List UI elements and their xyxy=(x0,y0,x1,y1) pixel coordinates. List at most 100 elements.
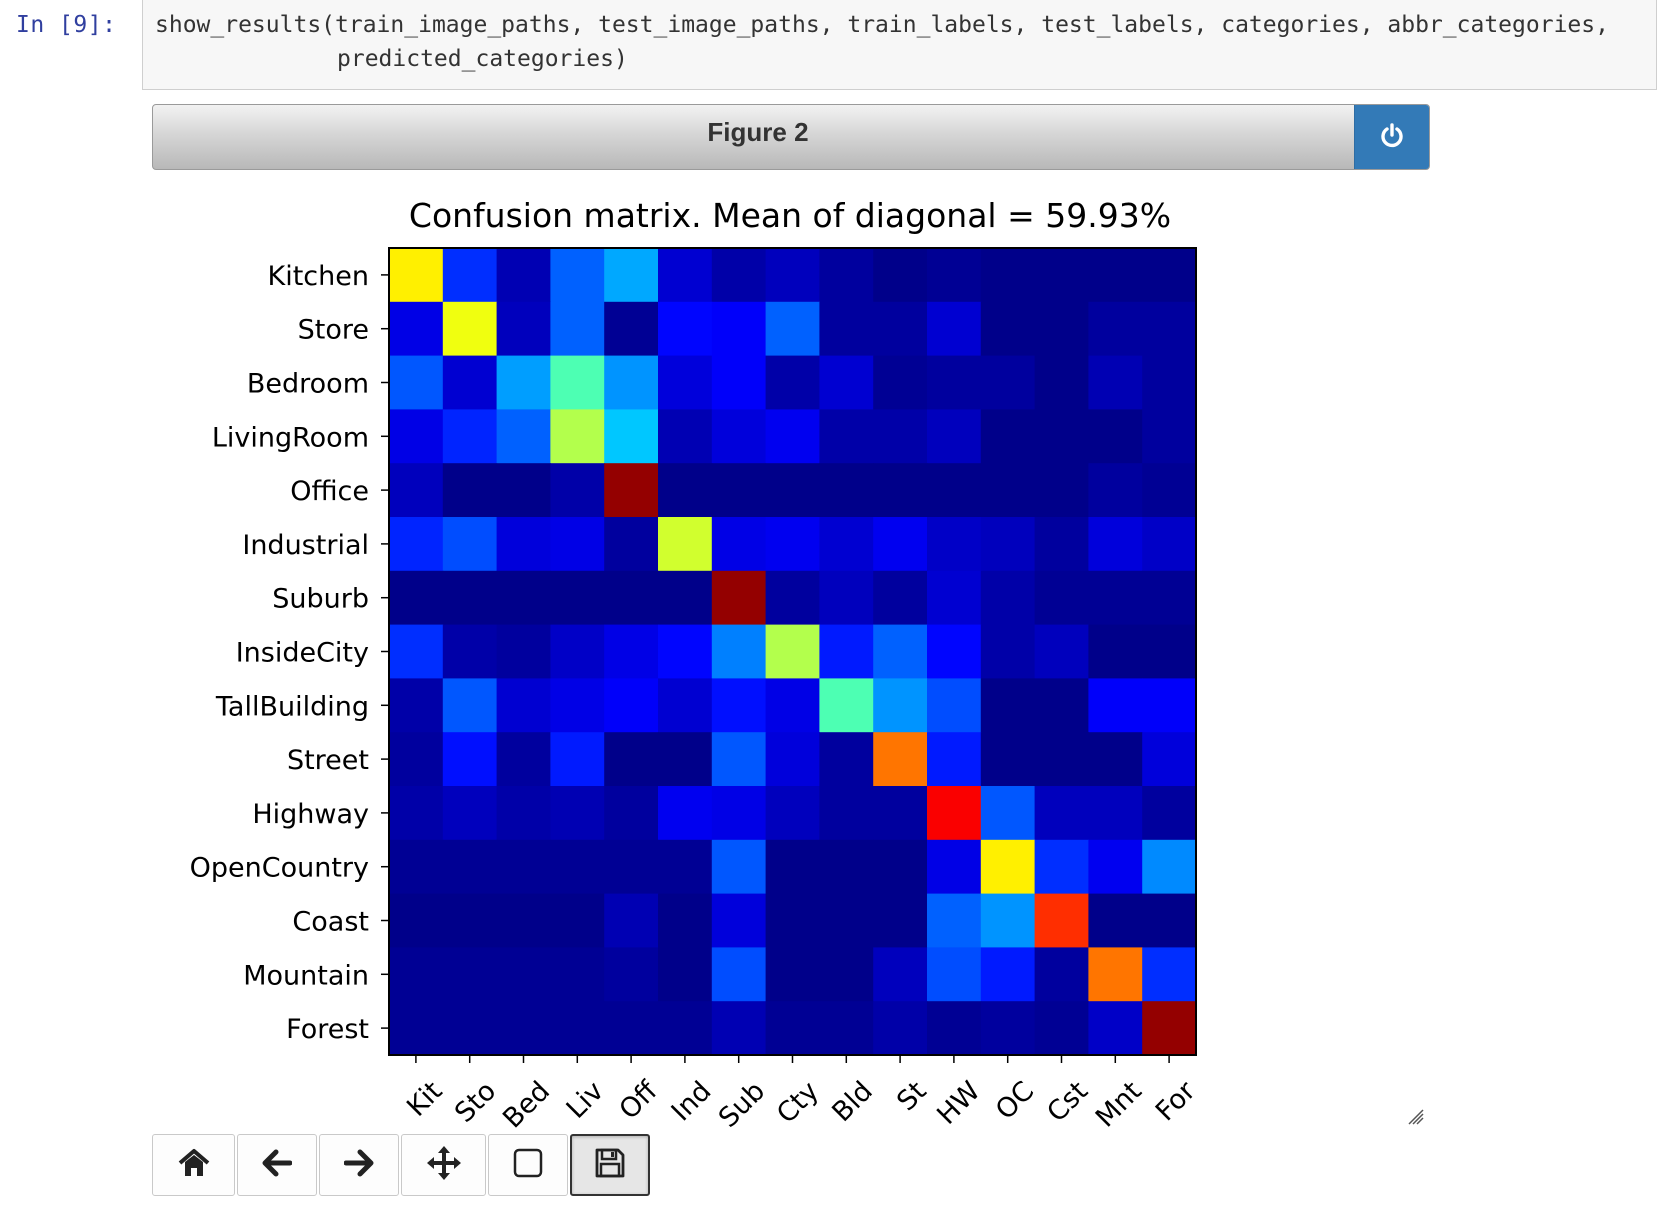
heatmap-cell-4-6 xyxy=(711,463,767,518)
heatmap-cell-9-12 xyxy=(1034,732,1089,787)
x-tick-label: Sto xyxy=(449,1076,502,1129)
heatmap-cell-4-13 xyxy=(1088,463,1143,518)
back-button[interactable] xyxy=(237,1134,317,1196)
figure-resize-handle[interactable] xyxy=(1405,1106,1425,1126)
x-tick-label: St xyxy=(891,1076,933,1118)
heatmap-cell-1-8 xyxy=(819,301,874,357)
heatmap-cell-5-5 xyxy=(658,517,713,572)
heatmap-cell-11-2 xyxy=(496,839,551,895)
heatmap-cell-9-11 xyxy=(980,732,1036,787)
code-line-2: predicted_categories) xyxy=(337,46,628,72)
y-tick-label: Office xyxy=(290,476,369,507)
x-tick-label: Bed xyxy=(497,1076,556,1135)
heatmap-cell-8-0 xyxy=(389,678,444,733)
heatmap-cell-13-1 xyxy=(442,947,498,1002)
heatmap-cell-14-13 xyxy=(1088,1001,1143,1056)
x-tick-label: OC xyxy=(990,1076,1040,1126)
heatmap-cell-13-2 xyxy=(496,947,551,1002)
pan-button[interactable] xyxy=(401,1134,486,1196)
heatmap-cell-13-12 xyxy=(1034,947,1089,1002)
cell-prompt: In [9]: xyxy=(16,12,117,38)
heatmap-cell-1-9 xyxy=(873,301,928,357)
heatmap-cell-2-4 xyxy=(604,355,659,410)
x-tick-label: Kit xyxy=(401,1076,448,1123)
heatmap-cell-11-10 xyxy=(927,839,982,895)
forward-button[interactable] xyxy=(319,1134,399,1196)
heatmap-cell-6-4 xyxy=(604,570,659,626)
heatmap-cell-3-13 xyxy=(1088,409,1143,464)
heatmap-cell-14-4 xyxy=(604,1001,659,1056)
heatmap-cell-10-13 xyxy=(1088,786,1143,841)
heatmap-cell-14-1 xyxy=(442,1001,498,1056)
heatmap-cell-3-14 xyxy=(1142,409,1197,464)
heatmap-cell-13-5 xyxy=(658,947,713,1002)
heatmap-cell-7-9 xyxy=(873,624,928,679)
heatmap-cell-8-1 xyxy=(442,678,498,733)
heatmap-cell-2-7 xyxy=(765,355,820,410)
heatmap-cell-13-13 xyxy=(1088,947,1143,1002)
heatmap-cell-11-7 xyxy=(765,839,820,895)
y-tick-label: Street xyxy=(287,745,369,776)
heatmap-cell-14-7 xyxy=(765,1001,820,1056)
floppy-disk-icon xyxy=(594,1147,626,1183)
close-figure-button[interactable] xyxy=(1354,105,1429,169)
heatmap-cell-10-3 xyxy=(550,786,605,841)
heatmap-cell-6-1 xyxy=(442,570,498,626)
heatmap-cell-11-1 xyxy=(442,839,498,895)
save-button[interactable] xyxy=(570,1134,650,1196)
zoom-rect-button[interactable] xyxy=(488,1134,568,1196)
heatmap-cell-13-11 xyxy=(980,947,1036,1002)
heatmap-cell-14-8 xyxy=(819,1001,874,1056)
heatmap-cell-11-3 xyxy=(550,839,605,895)
heatmap-cell-1-12 xyxy=(1034,301,1089,357)
heatmap-cell-13-7 xyxy=(765,947,820,1002)
heatmap-cell-8-13 xyxy=(1088,678,1143,733)
heatmap-cell-5-11 xyxy=(980,517,1036,572)
heatmap-cell-6-8 xyxy=(819,570,874,626)
heatmap-cell-12-5 xyxy=(658,893,713,948)
heatmap-cell-11-6 xyxy=(711,839,767,895)
heatmap-cell-11-9 xyxy=(873,839,928,895)
heatmap-cell-14-0 xyxy=(389,1001,444,1056)
heatmap-cell-2-0 xyxy=(389,355,444,410)
heatmap-cell-3-5 xyxy=(658,409,713,464)
heatmap-cell-4-9 xyxy=(873,463,928,518)
code-line-1: show_results(train_image_paths, test_ima… xyxy=(155,12,1609,38)
heatmap-cell-14-2 xyxy=(496,1001,551,1056)
heatmap-cell-5-14 xyxy=(1142,517,1197,572)
arrow-right-icon xyxy=(343,1148,374,1182)
heatmap-cell-11-12 xyxy=(1034,839,1089,895)
heatmap-cell-0-12 xyxy=(1034,248,1089,303)
power-icon xyxy=(1378,121,1406,153)
heatmap-cell-9-2 xyxy=(496,732,551,787)
x-tick-label: Cty xyxy=(771,1076,825,1130)
heatmap-cell-5-10 xyxy=(927,517,982,572)
heatmap-cell-2-3 xyxy=(550,355,605,410)
heatmap-cell-1-10 xyxy=(927,301,982,357)
heatmap-cell-12-3 xyxy=(550,893,605,948)
heatmap-cell-7-3 xyxy=(550,624,605,679)
heatmap-cell-13-0 xyxy=(389,947,444,1002)
heatmap-cell-7-8 xyxy=(819,624,874,679)
x-tick-label: For xyxy=(1150,1075,1202,1127)
heatmap-cell-14-11 xyxy=(980,1001,1036,1056)
heatmap-cell-8-8 xyxy=(819,678,874,733)
heatmap-cell-6-9 xyxy=(873,570,928,626)
heatmap-cell-14-9 xyxy=(873,1001,928,1056)
y-tick-label: OpenCountry xyxy=(190,853,369,884)
home-button[interactable] xyxy=(152,1134,235,1196)
heatmap-cell-4-12 xyxy=(1034,463,1089,518)
heatmap-cell-10-1 xyxy=(442,786,498,841)
heatmap-cell-4-14 xyxy=(1142,463,1197,518)
heatmap-cell-6-2 xyxy=(496,570,551,626)
figure-header: Figure 2 xyxy=(152,104,1430,170)
heatmap-cell-3-8 xyxy=(819,409,874,464)
heatmap-cell-10-9 xyxy=(873,786,928,841)
heatmap-cell-2-9 xyxy=(873,355,928,410)
heatmap-cell-5-1 xyxy=(442,517,498,572)
heatmap-cell-1-0 xyxy=(389,301,444,357)
heatmap-cell-3-12 xyxy=(1034,409,1089,464)
y-tick-label: TallBuilding xyxy=(215,691,369,722)
heatmap-cell-12-10 xyxy=(927,893,982,948)
code-cell[interactable]: show_results(train_image_paths, test_ima… xyxy=(142,0,1657,90)
